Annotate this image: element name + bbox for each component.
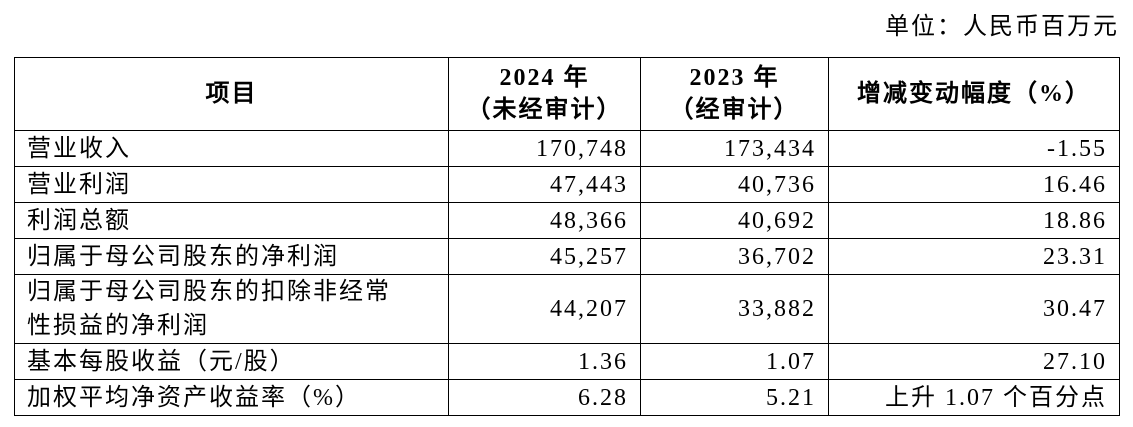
table-row: 加权平均净资产收益率（%） 6.28 5.21 上升 1.07 个百分点: [14, 379, 1120, 416]
cell-line: （经审计）: [669, 97, 800, 123]
table-row: 归属于母公司股东的净利润 45,257 36,702 23.31: [14, 238, 1120, 275]
results-table: 项目 2024 年 （未经审计） 2023 年 （经审计） 增减变动幅度（%） 营业收入 1…: [14, 57, 1120, 416]
value-cell: -1.55: [828, 130, 1120, 167]
table-body: 营业收入 170,748 173,434 -1.55 营业利润 47,443 40,736 1…: [14, 130, 1120, 416]
cell-line: 营业利润: [27, 171, 131, 198]
header-row: 项目 2024 年 （未经审计） 2023 年 （经审计） 增减变动幅度（%）: [14, 57, 1120, 131]
row-label: 营业利润: [14, 166, 449, 203]
cell-line: （未经审计）: [466, 97, 623, 123]
cell-line: 2023 年: [689, 65, 780, 91]
cell-line: 归属于母公司股东的扣除非经常: [27, 279, 391, 305]
value-cell: 1.07: [640, 343, 829, 380]
value-cell: 6.28: [448, 379, 641, 416]
value-cell: 173,434: [640, 130, 829, 167]
value-cell: 23.31: [828, 238, 1120, 275]
value-cell: 上升 1.07 个百分点: [828, 379, 1120, 416]
header-cell: 2023 年 （经审计）: [640, 57, 829, 131]
row-label: 归属于母公司股东的净利润: [14, 238, 449, 275]
cell-line: 营业收入: [27, 135, 131, 162]
header-cell: 增减变动幅度（%）: [828, 57, 1120, 131]
value-cell: 16.46: [828, 166, 1120, 203]
value-cell: 45,257: [448, 238, 641, 275]
row-label: 归属于母公司股东的扣除非经常 性损益的净利润: [14, 274, 449, 344]
table-row: 营业收入 170,748 173,434 -1.55: [14, 130, 1120, 167]
row-label: 加权平均净资产收益率（%）: [14, 379, 449, 416]
row-label: 营业收入: [14, 130, 449, 167]
value-cell: 47,443: [448, 166, 641, 203]
value-cell: 27.10: [828, 343, 1120, 380]
value-cell: 5.21: [640, 379, 829, 416]
cell-line: 增减变动幅度（%）: [857, 81, 1091, 107]
cell-line: 2024 年: [499, 65, 590, 91]
value-cell: 36,702: [640, 238, 829, 275]
cell-line: 项目: [205, 81, 258, 107]
cell-line: 基本每股收益（元/股）: [27, 348, 296, 375]
value-cell: 30.47: [828, 274, 1120, 344]
header-cell: 2024 年 （未经审计）: [448, 57, 641, 131]
value-cell: 40,736: [640, 166, 829, 203]
value-cell: 44,207: [448, 274, 641, 344]
value-cell: 40,692: [640, 202, 829, 239]
value-cell: 1.36: [448, 343, 641, 380]
value-cell: 18.86: [828, 202, 1120, 239]
cell-line: 利润总额: [27, 207, 131, 234]
table-row: 营业利润 47,443 40,736 16.46: [14, 166, 1120, 203]
row-label: 利润总额: [14, 202, 449, 239]
table-row: 利润总额 48,366 40,692 18.86: [14, 202, 1120, 239]
cell-line: 加权平均净资产收益率（%）: [27, 384, 361, 411]
header-cell: 项目: [14, 57, 449, 131]
table-row: 基本每股收益（元/股） 1.36 1.07 27.10: [14, 343, 1120, 380]
value-cell: 48,366: [448, 202, 641, 239]
unit-note: 单位：人民币百万元: [885, 14, 1119, 40]
cell-line: 性损益的净利润: [27, 313, 209, 339]
table-row: 归属于母公司股东的扣除非经常 性损益的净利润 44,207 33,882 30.47: [14, 274, 1120, 344]
value-cell: 170,748: [448, 130, 641, 167]
value-cell: 33,882: [640, 274, 829, 344]
row-label: 基本每股收益（元/股）: [14, 343, 449, 380]
cell-line: 归属于母公司股东的净利润: [27, 243, 339, 270]
